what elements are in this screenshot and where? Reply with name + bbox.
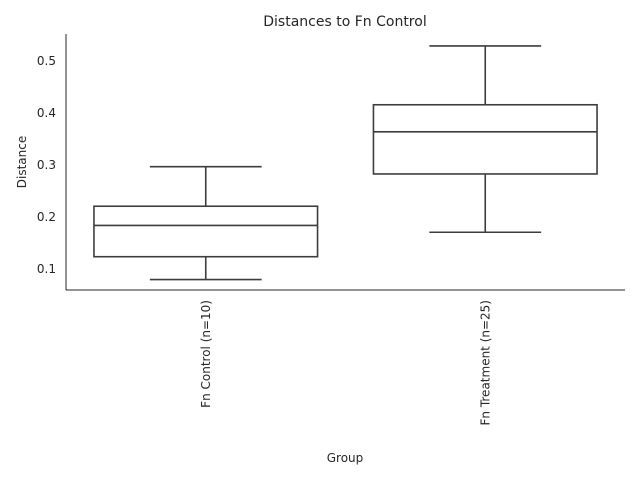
box-plot-boxes	[93, 45, 598, 281]
y-axis-ticks: 0.1 0.2 0.3 0.4 0.5	[37, 54, 56, 276]
x-axis-label: Group	[327, 451, 364, 465]
y-tick-label: 0.5	[37, 54, 56, 68]
y-tick-label: 0.4	[37, 106, 56, 120]
y-axis-label: Distance	[15, 136, 29, 188]
x-tick-label: Fn Treatment (n=25)	[478, 300, 492, 426]
x-axis-ticks: Fn Control (n=10) Fn Treatment (n=25)	[199, 300, 493, 426]
iqr-box	[93, 205, 319, 258]
chart-title: Distances to Fn Control	[263, 14, 426, 30]
y-tick-label: 0.2	[37, 210, 56, 224]
iqr-box	[372, 103, 598, 175]
box-group	[372, 45, 598, 234]
y-tick-label: 0.1	[37, 262, 56, 276]
x-tick-label: Fn Control (n=10)	[199, 300, 213, 408]
y-tick-label: 0.3	[37, 158, 56, 172]
box-group	[93, 165, 319, 281]
